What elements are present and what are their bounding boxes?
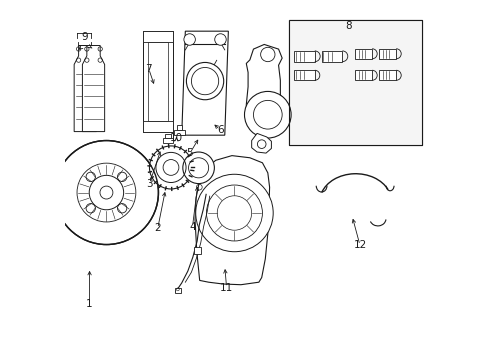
- Polygon shape: [143, 31, 172, 132]
- Text: 1: 1: [86, 299, 93, 309]
- Circle shape: [186, 62, 223, 100]
- Bar: [378, 70, 395, 80]
- Bar: [293, 51, 314, 62]
- Circle shape: [244, 91, 290, 138]
- Text: 3: 3: [146, 179, 152, 189]
- Bar: [354, 49, 371, 59]
- Bar: [288, 21, 422, 145]
- Polygon shape: [74, 45, 96, 132]
- Circle shape: [89, 175, 123, 210]
- Text: 6: 6: [216, 125, 223, 135]
- Text: 2: 2: [154, 224, 161, 233]
- Text: 5: 5: [186, 148, 193, 158]
- Circle shape: [214, 34, 226, 45]
- Circle shape: [54, 140, 158, 244]
- Bar: [163, 138, 172, 143]
- Polygon shape: [148, 42, 167, 121]
- Circle shape: [195, 174, 273, 252]
- Polygon shape: [246, 44, 285, 135]
- Text: 10: 10: [169, 133, 183, 143]
- Circle shape: [163, 159, 179, 175]
- Bar: [143, 31, 172, 42]
- Bar: [176, 126, 182, 130]
- Circle shape: [183, 34, 195, 45]
- Bar: [288, 21, 422, 145]
- Bar: [288, 21, 422, 145]
- Bar: [174, 130, 184, 135]
- Polygon shape: [195, 156, 269, 285]
- Text: 12: 12: [353, 240, 366, 250]
- Polygon shape: [82, 45, 104, 132]
- Bar: [293, 70, 314, 80]
- Bar: [174, 288, 181, 293]
- Bar: [193, 247, 201, 253]
- Bar: [164, 134, 171, 138]
- Polygon shape: [251, 134, 271, 153]
- Bar: [321, 51, 342, 62]
- Circle shape: [183, 152, 214, 184]
- Circle shape: [260, 47, 274, 62]
- Text: 8: 8: [345, 21, 351, 31]
- Text: 4: 4: [189, 222, 195, 231]
- Bar: [354, 70, 371, 80]
- Text: 11: 11: [220, 283, 233, 293]
- Polygon shape: [182, 31, 228, 135]
- Bar: [378, 49, 395, 59]
- Bar: [143, 121, 172, 132]
- Circle shape: [149, 146, 192, 189]
- Text: 7: 7: [145, 64, 152, 74]
- Text: 9: 9: [81, 32, 88, 41]
